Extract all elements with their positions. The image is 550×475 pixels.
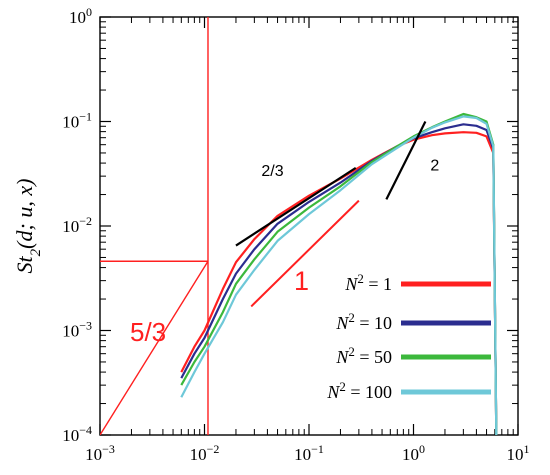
y-label-args: (d; u, x) (12, 179, 37, 249)
reference-slope-line-1 (235, 166, 357, 247)
legend-label-exponent: 2 (348, 310, 355, 325)
plot-frame (99, 16, 519, 436)
x-tick-label: 10−3 (85, 442, 115, 464)
y-tick-exponent: −1 (79, 110, 92, 124)
series-line-4 (180, 115, 498, 435)
x-tick-exponent: 0 (419, 442, 425, 456)
legend-label-exponent: 2 (357, 271, 364, 286)
x-tick-base: 10 (507, 445, 524, 464)
x-tick-base: 10 (85, 445, 102, 464)
legend-label-3: N2 = 50 (335, 344, 392, 368)
x-tick-label: 10−1 (294, 442, 324, 464)
y-tick-exponent: 0 (86, 5, 92, 19)
y-axis-label-text: St2(d; u, x) (12, 179, 44, 274)
x-tick-base: 10 (402, 445, 419, 464)
y-label-subscript: 2 (28, 248, 44, 256)
y-tick-label: 10−4 (62, 423, 92, 445)
x-tick-exponent: −1 (311, 442, 324, 456)
legend-label-value: = 1 (364, 274, 392, 294)
legend-label-n: N (335, 313, 349, 333)
five-thirds-label: 5/3 (130, 317, 166, 347)
x-tick-base: 10 (190, 445, 207, 464)
legend-label-1: N2 = 1 (344, 271, 392, 295)
legend-label-value: = 10 (355, 313, 392, 333)
legend-label-4: N2 = 100 (326, 379, 392, 403)
legend-label-value: = 50 (355, 347, 392, 367)
y-axis-label: St2(d; u, x) (12, 179, 44, 274)
reference-slope-label-2: 2 (430, 157, 439, 174)
y-label-main: St (12, 255, 37, 273)
slope-one-label: 1 (294, 266, 309, 296)
legend-label-exponent: 2 (348, 344, 355, 359)
legend-label-2: N2 = 10 (335, 310, 392, 334)
red-slope-one-segment (250, 199, 360, 308)
y-tick-base: 10 (62, 426, 79, 445)
x-tick-exponent: 1 (524, 442, 530, 456)
reference-slope-line-2 (385, 121, 427, 200)
reference-slope-label-1: 2/3 (261, 163, 283, 180)
y-tick-exponent: −3 (79, 319, 92, 333)
y-tick-base: 10 (62, 217, 79, 236)
legend-label-value: = 100 (346, 382, 392, 402)
y-tick-exponent: −4 (79, 423, 92, 437)
y-tick-label: 10−1 (62, 110, 92, 132)
y-tick-exponent: −2 (79, 214, 92, 228)
annotation-layer (100, 17, 360, 435)
ticks-layer (99, 16, 519, 436)
x-tick-exponent: −2 (207, 442, 220, 456)
y-tick-label: 100 (69, 5, 92, 27)
y-tick-label: 10−2 (62, 214, 92, 236)
legend-label-n: N (326, 382, 340, 402)
legend-label-n: N (335, 347, 349, 367)
x-tick-label: 10−2 (190, 442, 220, 464)
x-tick-label: 100 (402, 442, 425, 464)
x-tick-exponent: −3 (102, 442, 115, 456)
labels-layer: 10−3 10−2 10−1 100 10110−410−310−210−11005/3… (62, 5, 529, 464)
y-tick-base: 10 (62, 322, 79, 341)
x-tick-label: 101 (507, 442, 530, 464)
reference-layer: 2/3 2 (235, 121, 439, 247)
legend-label-exponent: 2 (339, 379, 346, 394)
legend-label-n: N (344, 274, 358, 294)
y-tick-base: 10 (62, 113, 79, 132)
x-tick-base: 10 (294, 445, 311, 464)
red-five-thirds-line (100, 260, 209, 435)
series-layer (180, 112, 498, 435)
y-tick-base: 10 (69, 8, 86, 27)
y-tick-label: 10−3 (62, 319, 92, 341)
